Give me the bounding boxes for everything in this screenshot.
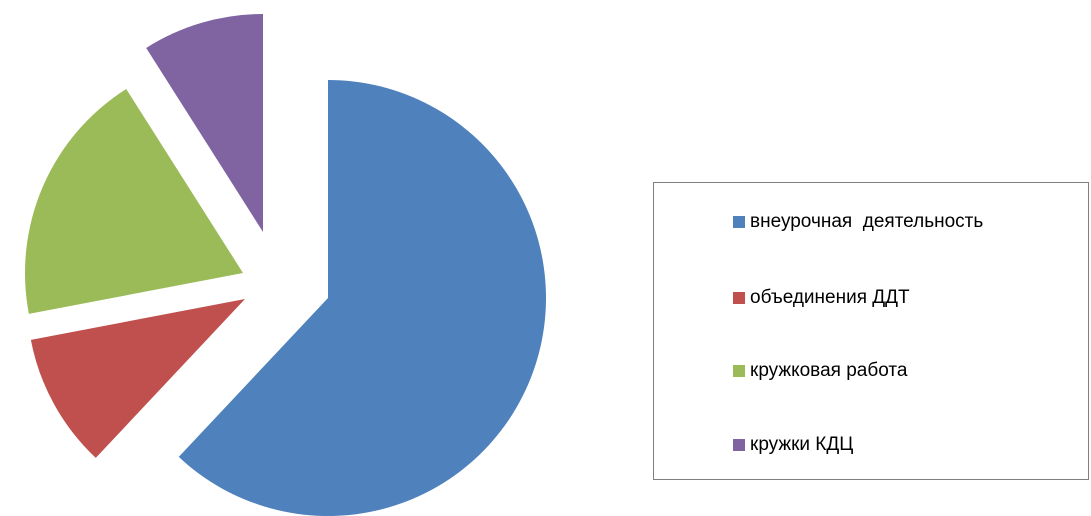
chart-legend: внеурочная деятельность объединения ДДТ … — [653, 182, 1089, 480]
pie-slices — [24, 14, 546, 516]
legend-label-obedineniya-ddt: объединения ДДТ — [750, 287, 910, 308]
legend-label-kruzhki-kdc: кружки КДЦ — [750, 434, 854, 455]
legend-label-vneurochnaya: внеурочная деятельность — [750, 211, 984, 232]
slice-kruzhkovaya-rabota — [24, 88, 243, 314]
legend-swatch-vneurochnaya — [733, 216, 745, 228]
legend-item-kruzhki-kdc: кружки КДЦ — [733, 434, 853, 456]
legend-swatch-kruzhkovaya-rabota — [733, 365, 745, 377]
legend-item-obedineniya-ddt: объединения ДДТ — [733, 287, 910, 309]
pie-chart — [24, 14, 546, 516]
legend-swatch-kruzhki-kdc — [733, 439, 745, 451]
slice-kruzhki-kdc — [146, 14, 263, 232]
legend-item-vneurochnaya: внеурочная деятельность — [733, 211, 983, 233]
slice-vneurochnaya — [178, 80, 546, 516]
legend-label-kruzhkovaya-rabota: кружковая работа — [750, 360, 908, 381]
slice-obedineniya-ddt — [30, 299, 245, 458]
legend-swatch-obedineniya-ddt — [733, 292, 745, 304]
legend-item-kruzhkovaya-rabota: кружковая работа — [733, 360, 907, 382]
